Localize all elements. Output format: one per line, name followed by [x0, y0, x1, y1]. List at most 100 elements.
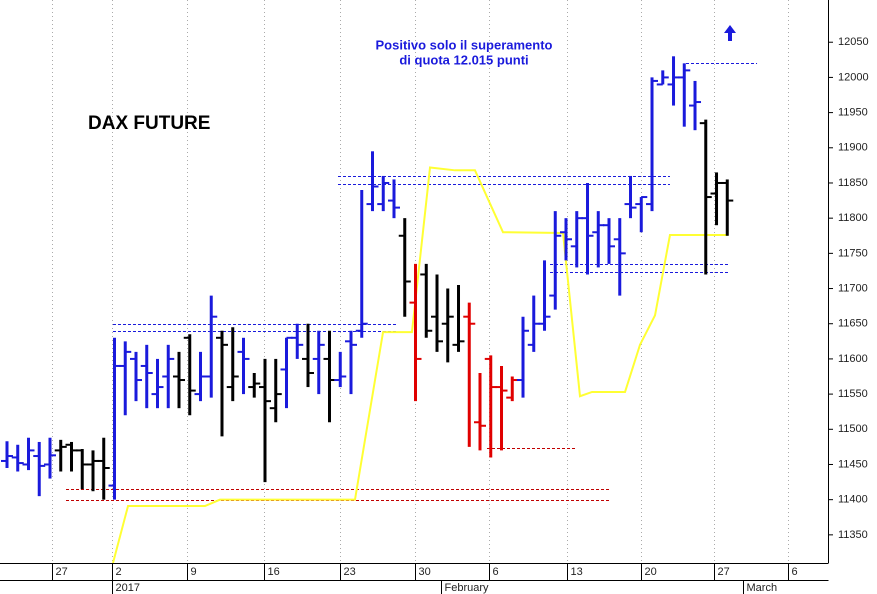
- ohlc-bar: [635, 196, 648, 233]
- y-tick-label: 11400: [838, 494, 868, 506]
- chart-title: DAX FUTURE: [88, 113, 210, 134]
- y-tick-label: 11600: [838, 353, 868, 365]
- ohlc-bar: [495, 365, 508, 451]
- x-tick-label: 6: [792, 566, 798, 578]
- ohlc-bar: [549, 211, 562, 310]
- ohlc-bar: [538, 260, 551, 331]
- ohlc-bar: [699, 119, 712, 275]
- ohlc-bar: [721, 179, 734, 236]
- x-tick-label: 23: [344, 566, 356, 578]
- ohlc-bar: [54, 439, 67, 472]
- x-tick-label: 6: [493, 566, 499, 578]
- stop-line: [112, 166, 729, 564]
- x-tick-label: 9: [191, 566, 197, 578]
- ohlc-bar: [613, 218, 626, 296]
- ohlc-bar: [603, 218, 616, 264]
- plot-area: [52, 0, 789, 564]
- ohlc-bar: [710, 172, 723, 226]
- ohlc-bar: [560, 218, 573, 261]
- y-tick-label: 11700: [838, 282, 868, 294]
- y-tick-label: 11500: [838, 423, 868, 435]
- ohlc-bar: [248, 372, 261, 398]
- ohlc-bar: [97, 437, 110, 500]
- y-tick-label: 11650: [838, 318, 868, 330]
- ohlc-bar: [377, 175, 390, 212]
- ohlc-bar: [162, 344, 175, 409]
- x-tick-label: 13: [571, 566, 583, 578]
- ohlc-bar: [280, 336, 293, 409]
- ohlc-bar: [65, 441, 78, 472]
- ohlc-bar: [172, 351, 185, 409]
- ohlc-bar: [678, 63, 691, 127]
- ohlc-bar: [226, 327, 239, 402]
- y-tick-label: 11750: [838, 247, 868, 259]
- ohlc-bar: [570, 211, 583, 268]
- ohlc-bar: [108, 337, 121, 500]
- ohlc-bar: [302, 323, 315, 388]
- ohlc-bar: [452, 285, 465, 352]
- y-tick-label: 11950: [838, 107, 868, 119]
- y-tick-label: 11800: [838, 212, 868, 224]
- ohlc-bar: [215, 330, 228, 437]
- ohlc-bar: [366, 151, 379, 212]
- ohlc-bar: [409, 263, 422, 402]
- ohlc-bar: [119, 341, 132, 416]
- ohlc-bar: [517, 316, 530, 398]
- ohlc-bar: [474, 372, 487, 451]
- x-period-label: 2017: [116, 582, 140, 594]
- ohlc-bar: [463, 302, 476, 447]
- ohlc-bar: [689, 80, 702, 131]
- x-tick-label: 27: [718, 566, 730, 578]
- ohlc-bar: [388, 179, 401, 219]
- ohlc-bar: [205, 295, 218, 398]
- ohlc-bar: [656, 70, 669, 86]
- ohlc-bar: [312, 330, 325, 395]
- y-tick-label: 12000: [838, 71, 869, 83]
- ohlc-bar: [667, 56, 680, 106]
- ohlc-bar: [345, 330, 358, 395]
- ohlc-bar: [291, 323, 304, 359]
- ohlc-bar: [506, 376, 519, 402]
- y-tick-label: 11350: [838, 529, 868, 541]
- ohlc-bar: [194, 351, 207, 402]
- ohlc-bar: [431, 274, 444, 352]
- ohlc-bar: [334, 351, 347, 388]
- ohlc-bar: [398, 218, 411, 317]
- ohlc-bar: [43, 437, 56, 479]
- ohlc-bar: [22, 437, 35, 471]
- ohlc-bar: [592, 211, 605, 268]
- ohlc-bar: [140, 344, 153, 409]
- annotation: Positivo solo il superamento: [376, 37, 553, 52]
- ohlc-bar: [323, 330, 336, 423]
- ohlc-bar: [420, 263, 433, 338]
- ohlc-bar: [0, 441, 13, 468]
- y-tick-label: 11450: [838, 458, 868, 470]
- ohlc-bar: [76, 448, 89, 490]
- y-tick-label: 11550: [838, 388, 868, 400]
- ohlc-bar: [527, 295, 540, 352]
- annotation: di quota 12.015 punti: [399, 52, 528, 67]
- arrow-up: [724, 25, 736, 41]
- ohlc-bar: [86, 450, 99, 492]
- y-tick-label: 11900: [838, 142, 868, 154]
- ohlc-bar: [269, 358, 282, 423]
- ohlc-bar: [258, 358, 271, 483]
- ohlc-bar: [151, 358, 164, 409]
- ohlc-bar: [581, 182, 594, 275]
- ohlc-bar: [646, 77, 659, 212]
- x-tick-label: 30: [419, 566, 431, 578]
- ohlc-bar: [624, 175, 637, 219]
- ohlc-bar: [33, 441, 46, 497]
- y-tick-label: 11850: [838, 177, 868, 189]
- ohlc-bar: [11, 444, 24, 472]
- ohlc-bar: [355, 190, 368, 338]
- y-tick-label: 12050: [838, 36, 869, 48]
- x-tick-label: 16: [268, 566, 280, 578]
- ohlc-bar: [237, 337, 250, 395]
- x-tick-label: 27: [56, 566, 68, 578]
- ohlc-bar: [129, 351, 142, 402]
- x-tick-label: 2: [116, 566, 122, 578]
- ohlc-bar: [484, 355, 497, 458]
- ohlc-bar: [183, 334, 196, 416]
